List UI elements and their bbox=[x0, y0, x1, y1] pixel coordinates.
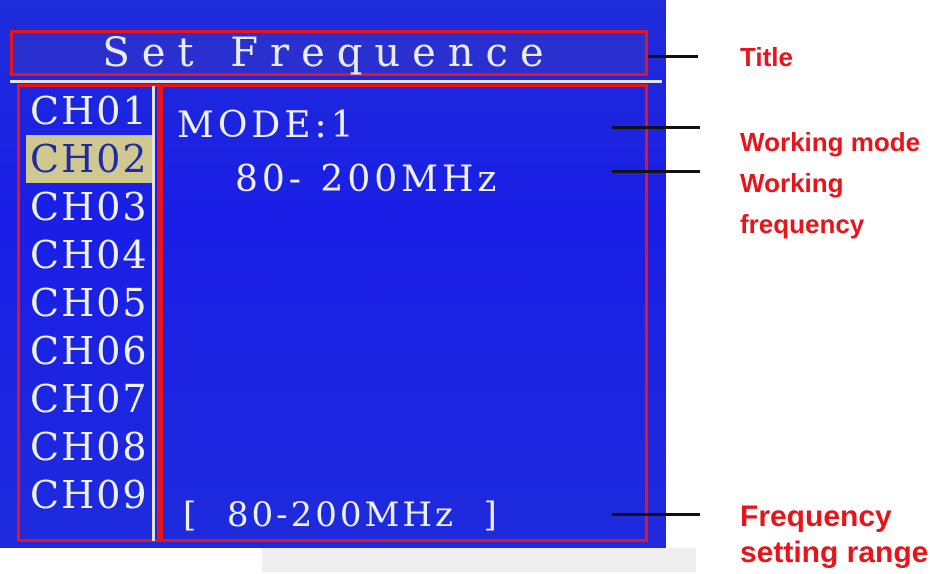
range-annotation-line2: setting range bbox=[740, 536, 929, 569]
channel-item-ch02[interactable]: CH02 bbox=[26, 135, 153, 183]
title-divider bbox=[10, 80, 662, 83]
main-panel: MODE:1 80- 200MHz [ 80-200MHz ] bbox=[160, 84, 648, 542]
channel-divider bbox=[152, 86, 155, 541]
title-leader-line bbox=[648, 55, 698, 58]
channel-list-box: CH01 CH02 CH03 CH04 CH05 CH06 CH07 CH08 … bbox=[17, 84, 160, 542]
title-box: Set Frequence bbox=[10, 30, 648, 76]
channel-item-ch09[interactable]: CH09 bbox=[30, 473, 149, 517]
title-annotation: Title bbox=[740, 42, 793, 72]
range-annotation-line1: Frequency bbox=[740, 500, 892, 533]
channel-list: CH01 CH02 CH03 CH04 CH05 CH06 CH07 CH08 … bbox=[26, 87, 153, 519]
channel-item-ch06[interactable]: CH06 bbox=[30, 329, 149, 373]
range-leader-line bbox=[612, 513, 700, 516]
working-mode-annotation: Working mode bbox=[740, 127, 921, 157]
working-mode-value: MODE:1 bbox=[177, 105, 358, 146]
channel-item-ch03[interactable]: CH03 bbox=[30, 185, 149, 229]
working-frequency-annotation-line1: Working bbox=[740, 168, 844, 198]
working-frequency-value: 80- 200MHz bbox=[235, 159, 501, 200]
lcd-screen: Set Frequence CH01 CH02 CH03 CH04 CH05 C… bbox=[0, 0, 666, 548]
channel-item-ch08[interactable]: CH08 bbox=[30, 425, 149, 469]
working-frequency-leader-line bbox=[612, 170, 700, 173]
channel-item-ch05[interactable]: CH05 bbox=[30, 281, 149, 325]
working-mode-leader-line bbox=[612, 126, 700, 129]
channel-item-ch04[interactable]: CH04 bbox=[30, 233, 149, 277]
bottom-bar bbox=[262, 548, 696, 572]
screen-title: Set Frequence bbox=[102, 30, 556, 76]
channel-item-ch07[interactable]: CH07 bbox=[30, 377, 149, 421]
working-frequency-annotation-line2: frequency bbox=[740, 209, 865, 239]
frequency-range-value: [ 80-200MHz ] bbox=[183, 495, 500, 535]
channel-item-ch01[interactable]: CH01 bbox=[30, 89, 149, 133]
